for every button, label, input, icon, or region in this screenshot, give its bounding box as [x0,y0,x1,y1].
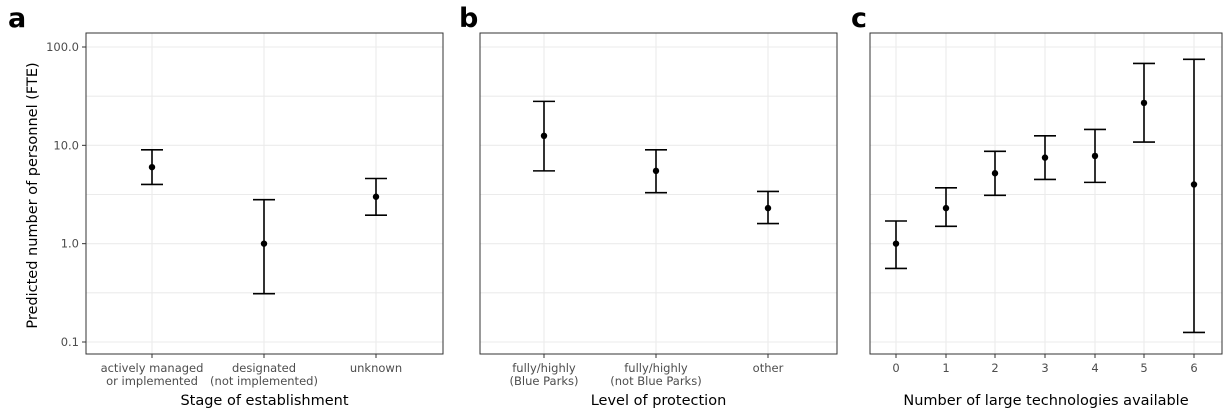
x-tick-label: designated [232,361,296,375]
data-point [652,167,660,175]
data-point [1041,154,1049,161]
data-point [991,170,999,177]
data-point [148,163,156,171]
x-tick-label: 1 [942,361,949,375]
x-axis-title: Stage of establishment [180,393,348,409]
x-tick-label: other [753,361,784,375]
x-tick-label: 4 [1091,361,1098,375]
x-tick-label: unknown [350,361,402,375]
data-point [764,204,772,212]
x-tick-label: 0 [892,361,899,375]
x-tick-label: 3 [1041,361,1048,375]
x-tick-label: fully/highly [512,361,576,375]
panel-frame [479,32,838,355]
panel-letter-b: b [459,3,478,34]
data-point [540,132,548,140]
x-tick-label: fully/highly [624,361,688,375]
panel-frame [869,32,1223,355]
y-tick-label: 10.0 [53,138,79,152]
y-axis-title: Predicted number of personnel (FTE) [25,62,41,328]
data-point [892,240,900,247]
x-tick-label: 2 [991,361,998,375]
x-axis-title: Number of large technologies available [903,393,1188,409]
data-point [942,204,950,212]
x-axis-title: Level of protection [591,393,727,409]
x-tick-label: actively managed [101,361,204,375]
data-point [260,240,268,247]
data-point [372,193,380,200]
x-tick-label: or implemented [106,374,198,388]
y-tick-label: 100.0 [46,40,79,54]
y-tick-label: 0.1 [61,335,79,349]
panel-letter-c: c [851,3,867,34]
x-tick-label: 6 [1190,361,1197,375]
x-tick-label: (not implemented) [210,374,318,388]
panel-letter-a: a [8,3,26,34]
x-tick-label: (not Blue Parks) [610,374,701,388]
data-point [1190,181,1198,188]
data-point [1091,152,1099,160]
x-tick-label: (Blue Parks) [510,374,579,388]
x-tick-label: 5 [1140,361,1147,375]
data-point [1140,99,1148,107]
y-tick-label: 1.0 [61,237,79,251]
